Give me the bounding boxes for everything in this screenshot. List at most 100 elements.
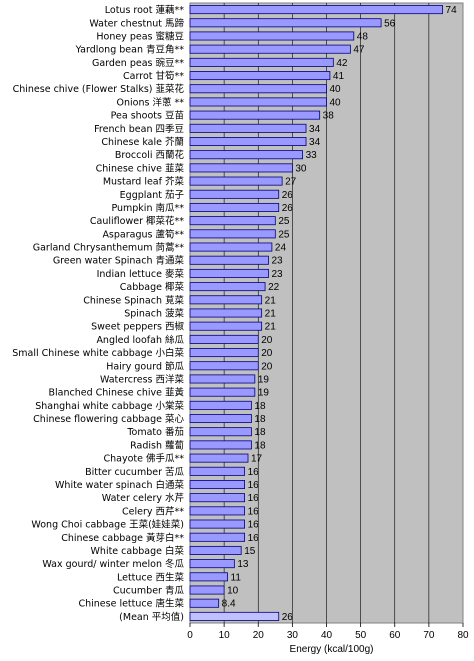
bar xyxy=(189,427,252,437)
value-label: 26 xyxy=(282,190,294,201)
x-tick-label: 0 xyxy=(187,630,193,641)
category-label: Broccoli 西蘭花 xyxy=(115,149,185,161)
category-label: Lettuce 西生菜 xyxy=(117,571,185,583)
category-label: Hairy gourd 節瓜 xyxy=(106,360,184,372)
category-label: Cucumber 青瓜 xyxy=(113,585,184,597)
category-label: Shanghai white cabbage 小棠菜 xyxy=(35,400,184,412)
bar xyxy=(189,268,269,278)
bar xyxy=(189,57,334,67)
x-tick-label: 20 xyxy=(253,630,265,641)
value-label: 47 xyxy=(353,45,365,56)
value-label: 16 xyxy=(248,506,260,517)
category-label: Chinese lettuce 唐生菜 xyxy=(78,598,184,610)
bar xyxy=(189,242,273,252)
value-label: 38 xyxy=(323,111,335,122)
category-label: Green water Spinach 青通菜 xyxy=(53,255,185,267)
bar xyxy=(189,532,245,542)
bar xyxy=(189,216,276,226)
category-label: Yardlong bean 青豆角** xyxy=(75,44,185,56)
bar xyxy=(189,466,245,476)
category-label: White cabbage 白菜 xyxy=(91,545,185,557)
bar xyxy=(189,493,245,503)
category-label: Cauliflower 椰菜花** xyxy=(90,215,184,227)
value-label: 48 xyxy=(357,31,369,42)
category-label: Honey peas 蜜糖豆 xyxy=(96,30,184,42)
bar xyxy=(189,387,256,397)
category-label: Eggplant 茄子 xyxy=(120,189,185,201)
category-label: Tomato 番茄 xyxy=(126,426,184,438)
bar xyxy=(189,163,293,173)
value-label: 8.4 xyxy=(222,599,236,610)
value-label: 18 xyxy=(254,414,266,425)
category-label: Pumpkin 南瓜** xyxy=(111,202,184,214)
bar xyxy=(189,506,245,516)
category-label: Radish 蘿蔔 xyxy=(130,439,184,451)
bar xyxy=(189,400,252,410)
value-label: 42 xyxy=(336,58,348,69)
value-label: 23 xyxy=(271,269,283,280)
x-tick-label: 70 xyxy=(423,630,435,641)
bar xyxy=(189,572,228,582)
category-label: Asparagus 蘆筍** xyxy=(102,228,184,240)
category-label: Pea shoots 豆苗 xyxy=(111,111,184,122)
value-label: 34 xyxy=(309,124,321,135)
value-label: 11 xyxy=(231,572,242,583)
value-label: 19 xyxy=(258,388,270,399)
x-tick-label: 50 xyxy=(355,630,367,641)
category-label: Chinese cabbage 黃芽白** xyxy=(61,532,184,544)
category-label: Chinese flowering cabbage 菜心 xyxy=(33,413,184,425)
category-label: Small Chinese white cabbage 小白菜 xyxy=(12,347,184,359)
category-label: Garland Chrysanthemum 茼蒿** xyxy=(33,242,184,254)
value-label: 20 xyxy=(261,335,273,346)
bar xyxy=(189,150,304,160)
bar xyxy=(189,334,259,344)
value-label: 27 xyxy=(285,177,297,188)
value-label: 30 xyxy=(295,163,307,174)
category-label: Water chestnut 馬蹄 xyxy=(89,17,184,29)
category-label: Chinese chive 韮菜 xyxy=(96,162,185,174)
bar xyxy=(189,585,225,595)
category-label: Onions 洋蔥 ** xyxy=(117,96,185,108)
bar xyxy=(189,176,283,186)
bars xyxy=(189,5,443,621)
value-label: 19 xyxy=(258,374,270,385)
value-label: 16 xyxy=(248,520,260,531)
x-tick-label: 40 xyxy=(321,630,333,641)
bar xyxy=(189,295,263,305)
category-label: Cabbage 椰菜 xyxy=(120,281,185,293)
category-label: Chinese kale 芥蘭 xyxy=(101,136,184,148)
x-tick-label: 30 xyxy=(287,630,299,641)
x-tick-label: 60 xyxy=(389,630,401,641)
bar xyxy=(189,44,351,54)
bar xyxy=(189,308,263,318)
category-label: Indian lettuce 麥菜 xyxy=(97,268,185,280)
category-label: Sweet peppers 西椒 xyxy=(91,321,184,333)
category-label: French bean 四季豆 xyxy=(94,123,184,135)
value-label: 21 xyxy=(265,295,277,306)
value-label: 16 xyxy=(248,480,260,491)
bar xyxy=(189,361,259,371)
value-label: 13 xyxy=(237,559,249,570)
bar xyxy=(189,559,235,569)
bar xyxy=(189,545,242,555)
bar xyxy=(189,374,256,384)
x-tick-label: 10 xyxy=(219,630,231,641)
value-label: 34 xyxy=(309,137,321,148)
value-label: 15 xyxy=(244,546,256,557)
bar xyxy=(189,5,443,15)
value-label: 18 xyxy=(254,401,266,412)
bar xyxy=(189,348,259,358)
bar xyxy=(189,440,252,450)
value-label: 40 xyxy=(330,84,342,95)
category-label: Wong Choi cabbage 王菜(娃娃菜) xyxy=(31,519,184,531)
bar xyxy=(189,229,276,239)
value-label: 18 xyxy=(254,427,266,438)
value-label: 25 xyxy=(278,216,290,227)
value-label: 20 xyxy=(261,348,273,359)
value-label: 10 xyxy=(227,586,239,597)
value-label: 23 xyxy=(271,256,283,267)
bar xyxy=(189,479,245,489)
x-axis-title: Energy (kcal/100g) xyxy=(290,644,374,655)
x-tick-label: 80 xyxy=(457,630,469,641)
